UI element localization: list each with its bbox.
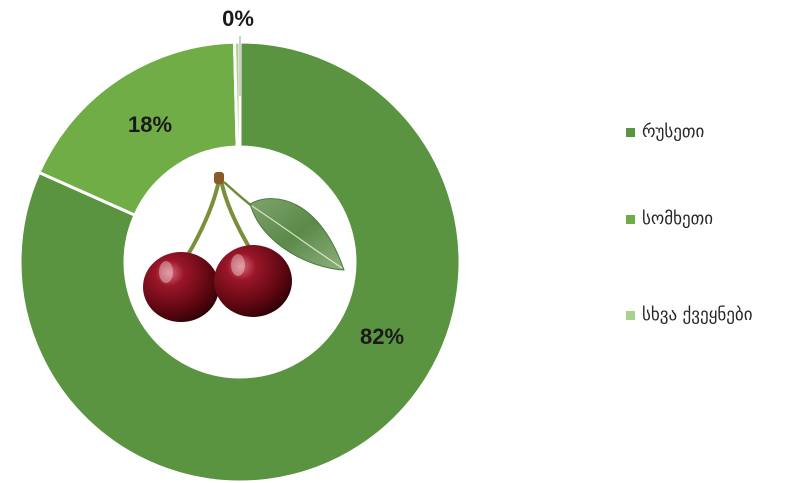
- legend-swatch-armenia: [626, 214, 635, 224]
- legend-label-russia: რუსეთი: [642, 122, 705, 142]
- slice-armenia: [37, 40, 239, 218]
- slice-label-armenia: 18%: [128, 112, 172, 137]
- slice-label-other-countries: 0%: [222, 6, 254, 31]
- slice-russia: [18, 40, 462, 483]
- legend-item-armenia: სომხეთი: [626, 209, 713, 229]
- legend-swatch-other-countries: [626, 310, 635, 320]
- legend-item-russia: რუსეთი: [626, 122, 704, 142]
- legend-label-other-countries: სხვა ქვეყნები: [642, 305, 753, 325]
- slice-label-russia: 82%: [360, 324, 404, 349]
- legend-swatch-russia: [626, 127, 635, 137]
- slice-other-countries: [232, 40, 242, 149]
- legend-item-other-countries: სხვა ქვეყნები: [626, 305, 753, 325]
- legend-label-armenia: სომხეთი: [642, 209, 714, 229]
- cherries-image: [143, 172, 345, 322]
